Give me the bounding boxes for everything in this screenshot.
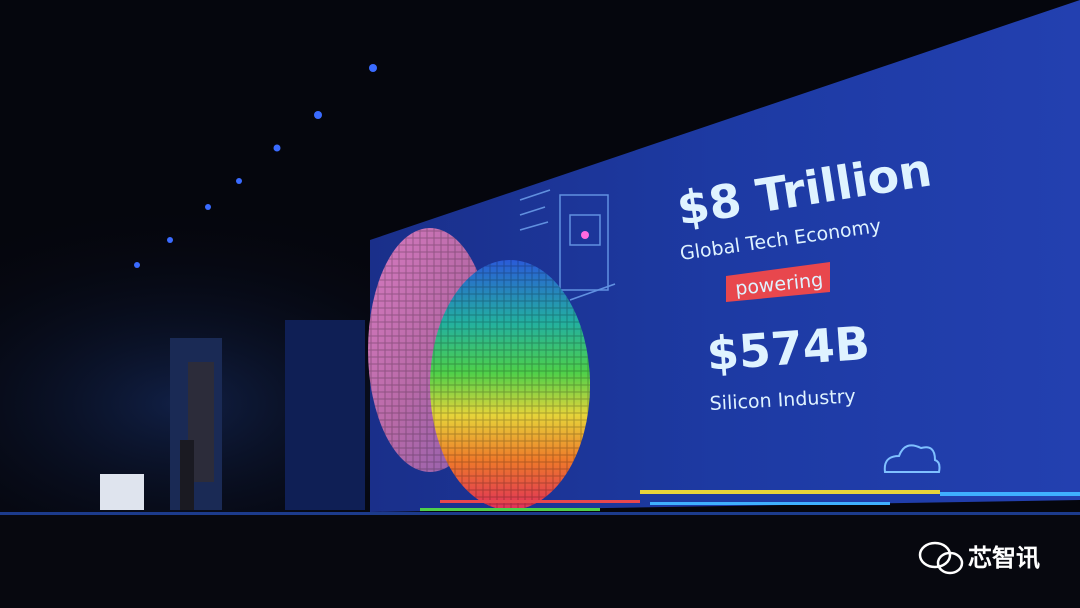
stage-edge: [0, 512, 1080, 515]
watermark-logo: [918, 541, 964, 575]
watermark: 芯智讯: [968, 544, 1040, 572]
ceiling-lights: [134, 64, 377, 268]
circuit-glow: [581, 231, 589, 239]
light-strips: [420, 490, 1080, 511]
figure: $574B: [705, 316, 871, 381]
connector-badge: [726, 262, 830, 302]
wafer-right-dies: [430, 260, 590, 510]
stage-floor: [0, 512, 1080, 608]
cloud-icon: [883, 444, 941, 473]
presenter: [180, 440, 194, 510]
podium: [100, 474, 144, 510]
circuit-art: [519, 189, 616, 301]
side-panel: [285, 320, 365, 510]
